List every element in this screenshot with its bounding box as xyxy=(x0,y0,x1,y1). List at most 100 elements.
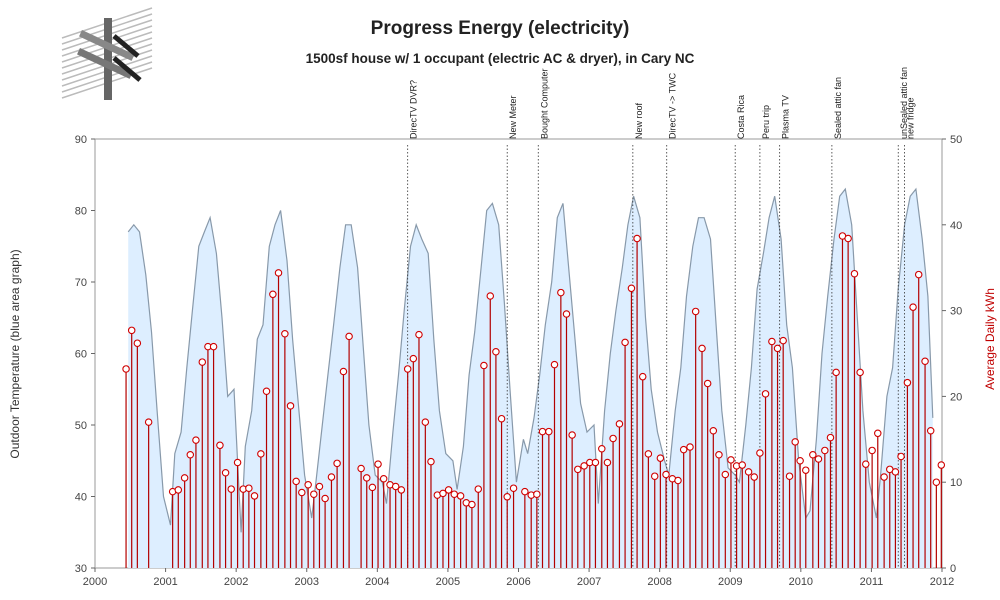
kwh-marker xyxy=(421,418,430,426)
y-left-tick-label: 70 xyxy=(75,277,87,289)
kwh-marker xyxy=(785,472,794,480)
kwh-marker xyxy=(909,303,917,311)
kwh-marker xyxy=(638,372,647,381)
x-tick-label: 2011 xyxy=(860,576,884,588)
kwh-marker xyxy=(779,336,787,345)
y-left-tick-label: 40 xyxy=(75,492,87,504)
kwh-marker xyxy=(698,344,706,353)
kwh-marker xyxy=(768,337,776,346)
kwh-marker xyxy=(738,461,746,469)
y-right-tick-label: 0 xyxy=(950,563,956,575)
kwh-marker xyxy=(127,326,136,335)
kwh-marker xyxy=(562,310,571,318)
kwh-marker xyxy=(186,450,195,459)
kwh-marker xyxy=(609,434,617,443)
kwh-marker xyxy=(932,478,941,486)
kwh-marker xyxy=(368,483,377,492)
kwh-marker xyxy=(257,450,265,458)
kwh-marker xyxy=(315,482,324,491)
kwh-marker xyxy=(262,387,271,396)
y-right-tick-label: 40 xyxy=(950,220,962,232)
kwh-marker xyxy=(703,379,712,388)
x-tick-label: 2010 xyxy=(789,576,813,588)
y-left-tick-label: 60 xyxy=(75,349,87,361)
kwh-marker xyxy=(521,487,529,496)
kwh-marker xyxy=(250,492,259,500)
kwh-marker xyxy=(603,458,612,467)
kwh-marker xyxy=(538,427,547,436)
kwh-marker xyxy=(292,477,300,486)
kwh-marker xyxy=(174,486,183,494)
kwh-marker xyxy=(427,457,435,466)
kwh-marker xyxy=(650,472,659,480)
kwh-marker xyxy=(679,445,688,454)
kwh-marker xyxy=(298,488,306,497)
kwh-marker xyxy=(545,427,553,436)
kwh-marker xyxy=(727,456,735,464)
kwh-marker xyxy=(180,474,189,482)
y-left-tick-label: 50 xyxy=(75,420,87,432)
event-label: Plasma TV xyxy=(781,95,791,139)
event-label: unSealed attic fan xyxy=(899,67,909,139)
kwh-marker xyxy=(921,357,929,365)
kwh-marker xyxy=(633,234,641,243)
kwh-marker xyxy=(937,461,946,469)
kwh-marker xyxy=(826,433,835,442)
kwh-marker xyxy=(345,332,353,341)
kwh-marker xyxy=(362,474,371,482)
kwh-marker xyxy=(286,402,295,410)
kwh-marker xyxy=(304,481,312,489)
kwh-marker xyxy=(533,490,541,498)
kwh-marker xyxy=(415,330,423,339)
kwh-marker xyxy=(497,414,506,423)
kwh-marker xyxy=(133,339,142,347)
kwh-marker xyxy=(926,426,935,435)
y-axis-right-label: Average Daily kWh xyxy=(983,288,997,390)
x-tick-label: 2001 xyxy=(153,576,177,588)
x-tick-label: 2009 xyxy=(718,576,742,588)
kwh-marker xyxy=(557,288,565,297)
y-left-tick-label: 90 xyxy=(75,134,87,146)
kwh-marker xyxy=(310,490,318,498)
x-tick-label: 2012 xyxy=(930,576,954,588)
kwh-marker xyxy=(856,368,864,377)
event-label: DirecTV -> TWC xyxy=(668,72,678,139)
kwh-marker xyxy=(269,290,277,299)
kwh-marker xyxy=(761,390,770,398)
kwh-marker xyxy=(721,470,730,479)
kwh-marker xyxy=(281,330,289,338)
chart-title: Progress Energy (electricity) xyxy=(371,18,630,39)
kwh-marker xyxy=(327,473,336,481)
kwh-marker xyxy=(814,455,823,463)
kwh-marker xyxy=(821,446,829,455)
x-tick-label: 2008 xyxy=(647,576,671,588)
kwh-marker xyxy=(580,462,588,470)
kwh-marker xyxy=(691,307,700,316)
x-tick-label: 2007 xyxy=(577,576,601,588)
kwh-marker xyxy=(796,456,804,465)
x-tick-label: 2003 xyxy=(295,576,319,588)
kwh-marker xyxy=(233,458,242,467)
kwh-marker xyxy=(450,490,459,498)
kwh-marker xyxy=(903,378,912,387)
kwh-marker xyxy=(391,482,400,491)
kwh-marker xyxy=(339,367,348,376)
x-tick-label: 2006 xyxy=(506,576,530,588)
y-left-tick-label: 80 xyxy=(75,206,87,218)
kwh-marker xyxy=(598,444,606,453)
y-right-tick-label: 10 xyxy=(950,477,962,489)
y-left-tick-label: 30 xyxy=(75,563,87,575)
event-label: New Meter xyxy=(508,95,518,139)
kwh-marker xyxy=(791,438,799,446)
kwh-marker xyxy=(509,484,518,492)
kwh-marker xyxy=(198,358,207,366)
kwh-marker xyxy=(568,431,576,439)
chart-subtitle: 1500sf house w/ 1 occupant (electric AC … xyxy=(306,51,695,66)
kwh-stems-layer xyxy=(122,232,946,568)
event-label: Bought Computer xyxy=(539,68,549,139)
kwh-marker xyxy=(773,344,782,353)
kwh-marker xyxy=(409,354,418,363)
kwh-marker xyxy=(897,452,905,461)
kwh-marker xyxy=(644,450,653,458)
x-tick-label: 2002 xyxy=(224,576,248,588)
